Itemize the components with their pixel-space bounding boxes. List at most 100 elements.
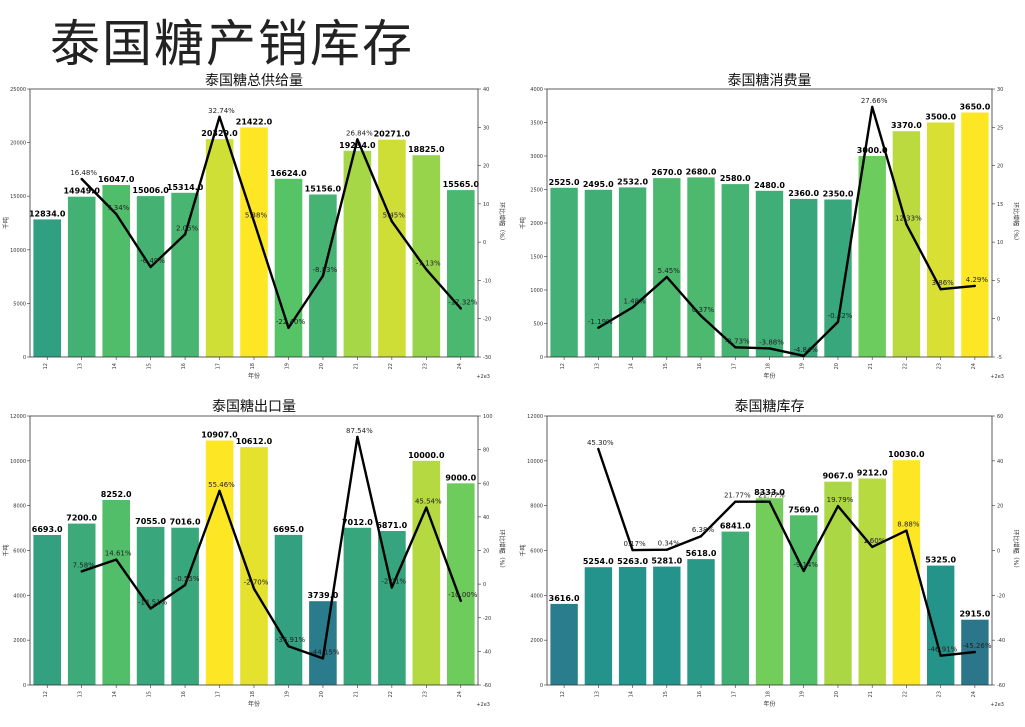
- growth-label: -3.73%: [725, 337, 750, 345]
- growth-label: -7.13%: [416, 259, 441, 267]
- growth-label: 21.77%: [724, 492, 751, 500]
- bar-value-label: 7016.0: [170, 518, 201, 527]
- chart-title: 泰国糖消费量: [728, 73, 812, 89]
- bar-value-label: 9212.0: [857, 469, 888, 478]
- bar-value-label: 19234.0: [339, 141, 376, 150]
- growth-point: [459, 307, 462, 310]
- growth-point: [321, 274, 325, 278]
- y2-tick-label: 20: [997, 164, 1003, 170]
- bar: [687, 177, 715, 357]
- growth-point: [973, 650, 977, 654]
- bar-value-label: 2350.0: [823, 190, 854, 199]
- y-axis-label: 千吨: [519, 217, 527, 229]
- bar-value-label: 12834.0: [29, 209, 66, 218]
- bar: [824, 481, 852, 685]
- x-tick-label: 16: [181, 691, 187, 697]
- growth-label: 45.54%: [415, 498, 442, 506]
- growth-point: [734, 346, 737, 349]
- x-tick-label: 15: [663, 363, 669, 369]
- x-tick-label: 24: [457, 691, 463, 697]
- y2-tick-label: -20: [483, 317, 491, 323]
- growth-point: [252, 220, 256, 223]
- bar-value-label: 16047.0: [98, 175, 135, 184]
- x-tick-label: 22: [902, 691, 908, 697]
- y-tick-label: 8000: [13, 504, 26, 510]
- bar: [550, 603, 578, 685]
- bar-value-label: 9000.0: [445, 473, 476, 482]
- bar-value-label: 18825.0: [408, 145, 445, 154]
- growth-point: [768, 500, 771, 503]
- bar: [721, 184, 749, 357]
- y2-tick-label: 60: [997, 414, 1003, 420]
- bar: [653, 566, 681, 685]
- y2-tick-label: 25: [997, 125, 1003, 131]
- growth-label: 55.46%: [208, 481, 235, 489]
- y-tick-label: 20000: [10, 141, 26, 147]
- growth-label: 87.54%: [346, 427, 373, 435]
- growth-point: [939, 288, 942, 291]
- x-tick-label: 13: [594, 691, 600, 697]
- bar-value-label: 7200.0: [66, 514, 97, 523]
- y2-tick-label: 80: [483, 448, 489, 454]
- growth-point: [734, 500, 737, 503]
- y-axis-label: 千吨: [2, 217, 10, 229]
- x-tick-label: 23: [422, 691, 428, 697]
- bar: [550, 187, 578, 357]
- growth-point: [665, 275, 668, 279]
- y-tick-label: 3500: [530, 121, 543, 127]
- bar-value-label: 20271.0: [374, 130, 411, 139]
- bar: [240, 127, 268, 358]
- x-tick-label: 16: [181, 363, 187, 369]
- bar: [378, 139, 406, 357]
- x-tick-label: 14: [629, 691, 635, 697]
- y2-axis-label: 环比增幅（%）: [498, 202, 506, 244]
- y2-tick-label: -40: [997, 638, 1005, 644]
- bar-value-label: 3650.0: [959, 103, 990, 112]
- x-tick-label: 20: [319, 363, 325, 369]
- y-tick-label: 3000: [530, 154, 543, 160]
- x-offset-label: +2e3: [990, 702, 1004, 708]
- x-tick-label: 22: [902, 363, 908, 369]
- bar: [136, 196, 165, 357]
- y-tick-label: 12000: [10, 414, 26, 420]
- x-tick-label: 17: [731, 691, 737, 697]
- y-tick-label: 500: [533, 322, 543, 328]
- growth-label: 27.66%: [861, 97, 888, 105]
- y2-axis-label: 环比增幅（%）: [1012, 530, 1020, 572]
- y2-tick-label: 30: [483, 125, 489, 131]
- growth-label: 26.84%: [346, 129, 373, 137]
- bar-value-label: 10030.0: [888, 450, 925, 459]
- growth-point: [321, 657, 325, 660]
- bar: [755, 190, 784, 357]
- y-tick-label: 6000: [13, 549, 26, 555]
- bar: [309, 601, 337, 685]
- growth-label: -4.84%: [793, 346, 818, 354]
- y-tick-label: 8000: [530, 504, 543, 510]
- growth-point: [665, 548, 668, 551]
- growth-label: 6.38%: [692, 526, 715, 534]
- x-tick-label: 15: [147, 363, 153, 369]
- growth-label: 1.60%: [863, 537, 886, 545]
- x-tick-label: 23: [422, 363, 428, 369]
- x-tick-label: 18: [766, 691, 772, 697]
- x-tick-label: 18: [766, 363, 772, 369]
- x-tick-label: 12: [43, 363, 49, 369]
- bar-value-label: 16624.0: [270, 169, 307, 178]
- y2-tick-label: 20: [483, 164, 489, 170]
- x-tick-label: 22: [388, 363, 394, 369]
- bar-value-label: 2525.0: [549, 178, 580, 187]
- y-tick-label: 5000: [13, 301, 26, 307]
- growth-label: 2.05%: [176, 224, 199, 232]
- x-tick-label: 15: [147, 691, 153, 697]
- growth-point: [836, 504, 840, 508]
- growth-point: [80, 177, 83, 181]
- growth-label: -36.91%: [276, 636, 306, 644]
- page-title: 泰国糖产销库存: [50, 15, 414, 73]
- x-tick-label: 13: [594, 363, 600, 369]
- y2-tick-label: -20: [997, 593, 1005, 599]
- bar-value-label: 5254.0: [583, 557, 614, 566]
- x-tick-label: 13: [78, 363, 84, 369]
- growth-point: [768, 347, 771, 350]
- x-tick-label: 19: [800, 363, 806, 369]
